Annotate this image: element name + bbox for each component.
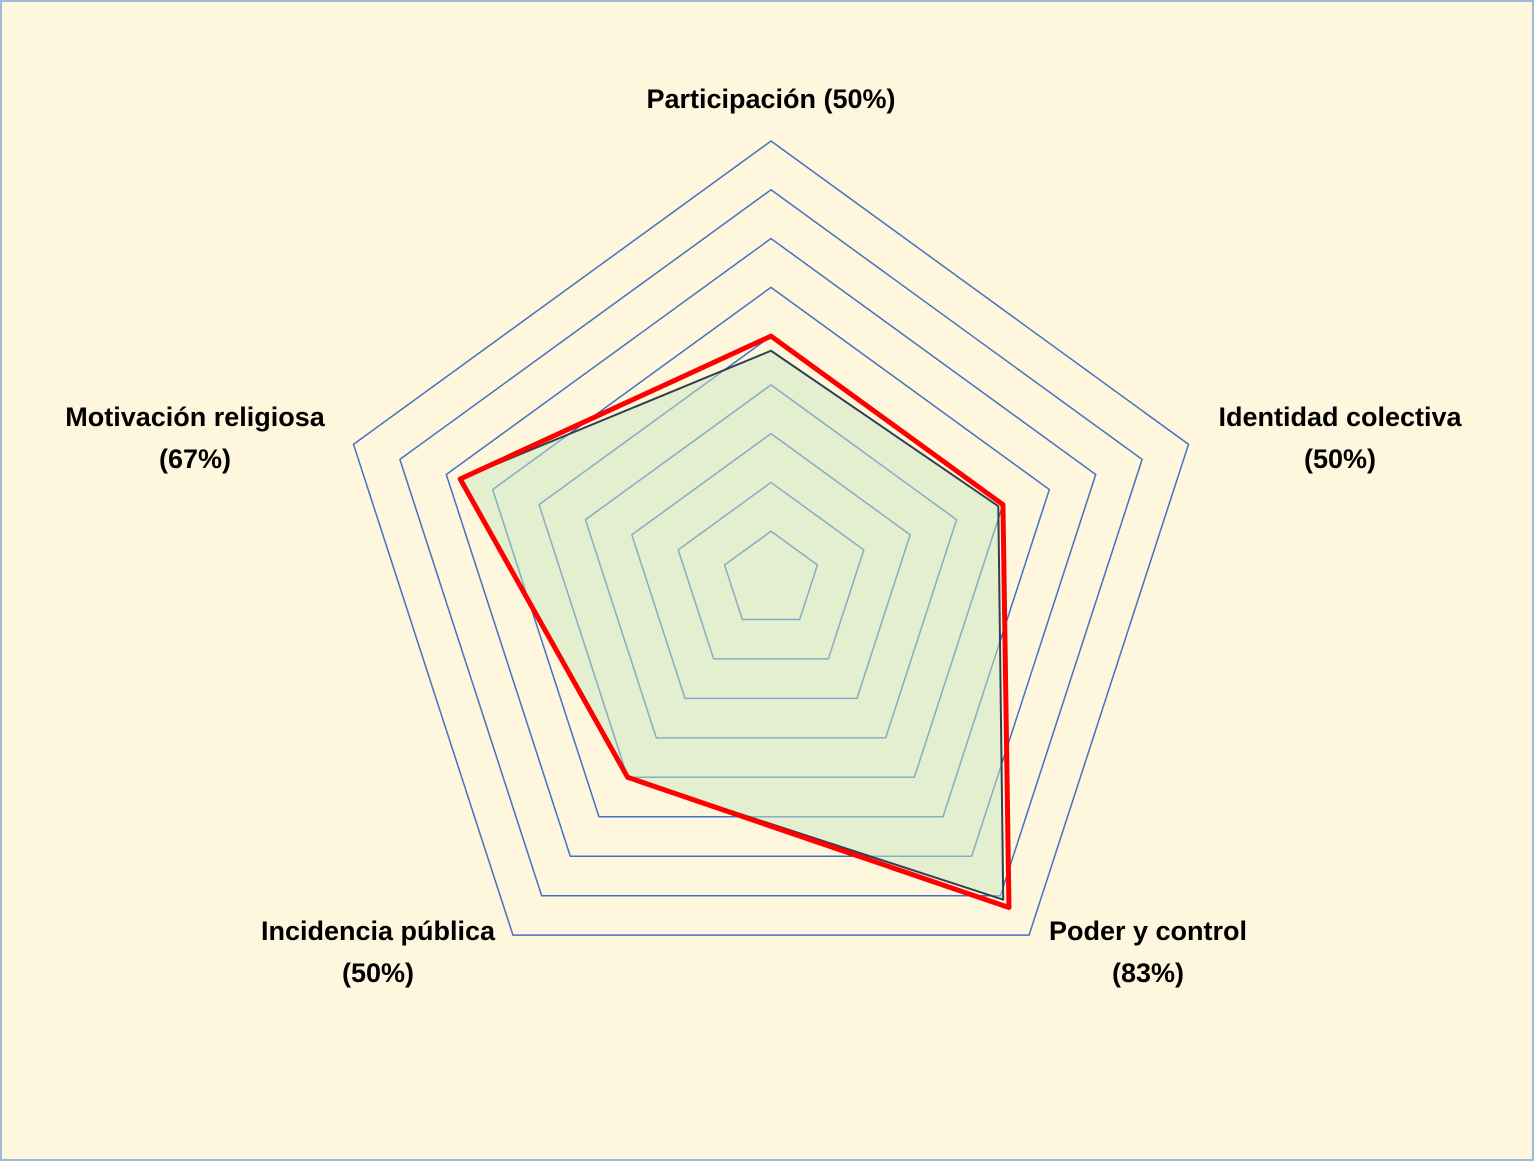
category-label: (50%) bbox=[1304, 444, 1376, 474]
grid-ring bbox=[398, 188, 1144, 897]
grid-ring bbox=[445, 237, 1097, 857]
category-label: Incidencia pública bbox=[261, 916, 496, 946]
grid-ring bbox=[352, 140, 1190, 936]
category-label: Identidad colectiva bbox=[1218, 402, 1462, 432]
series-area bbox=[457, 333, 1012, 911]
category-label: (50%) bbox=[342, 958, 414, 988]
category-label: Participación (50%) bbox=[646, 84, 895, 114]
category-label: (83%) bbox=[1112, 958, 1184, 988]
category-label: (67%) bbox=[159, 444, 231, 474]
category-label: Motivación religiosa bbox=[65, 402, 326, 432]
category-label: Poder y control bbox=[1049, 916, 1247, 946]
